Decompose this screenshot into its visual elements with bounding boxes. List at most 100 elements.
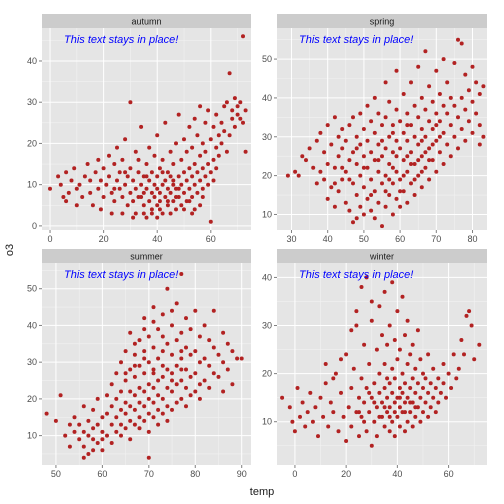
y-tick-label: 40 (27, 320, 37, 330)
data-point (445, 111, 450, 116)
data-point (376, 111, 381, 116)
data-point (146, 396, 151, 401)
data-point (100, 448, 105, 453)
data-point (390, 165, 395, 170)
data-point (398, 119, 403, 124)
data-point (298, 414, 302, 419)
data-point (405, 318, 410, 323)
data-point (477, 142, 482, 147)
data-point (200, 141, 205, 146)
data-point (456, 37, 460, 42)
data-point (470, 130, 475, 135)
data-point (128, 389, 133, 394)
data-point (64, 170, 69, 175)
data-point (354, 134, 359, 139)
data-point (174, 363, 179, 368)
data-point (109, 211, 114, 216)
data-point (434, 123, 439, 128)
data-point (109, 422, 114, 427)
data-point (456, 366, 461, 371)
data-point (80, 195, 85, 199)
data-point (430, 127, 435, 131)
data-point (376, 158, 381, 163)
data-point (369, 119, 374, 124)
data-point (230, 349, 235, 354)
data-point (123, 371, 128, 376)
data-point (441, 162, 446, 166)
data-point (101, 166, 106, 171)
data-point (58, 182, 63, 187)
data-point (347, 208, 352, 213)
data-point (146, 360, 151, 365)
panel-background (277, 263, 487, 465)
data-point (227, 133, 232, 138)
data-point (44, 411, 49, 416)
data-point (132, 407, 137, 412)
data-point (398, 177, 403, 182)
data-point (160, 312, 165, 317)
data-point (445, 142, 450, 147)
x-tick-label: 30 (286, 234, 296, 244)
data-point (216, 153, 221, 158)
x-tick-label: 20 (99, 234, 109, 244)
data-point (98, 207, 103, 212)
data-point (308, 390, 313, 395)
data-point (179, 378, 184, 383)
data-point (413, 366, 418, 371)
data-point (192, 116, 197, 121)
data-point (419, 185, 424, 190)
data-point (412, 177, 417, 182)
data-point (339, 357, 343, 362)
data-point (421, 371, 425, 376)
data-point (222, 104, 227, 109)
data-point (385, 410, 390, 415)
data-point (470, 64, 475, 69)
data-point (133, 186, 138, 191)
data-point (170, 308, 174, 313)
data-point (383, 146, 388, 151)
data-point (137, 338, 142, 343)
data-point (387, 429, 392, 434)
data-point (296, 173, 301, 178)
data-point (361, 165, 366, 170)
data-point (187, 124, 192, 129)
data-point (176, 112, 181, 117)
data-point (380, 400, 384, 405)
data-point (160, 374, 165, 379)
data-point (349, 328, 354, 333)
data-point (137, 385, 142, 390)
data-points (48, 34, 248, 224)
data-point (149, 207, 154, 212)
y-tick-label: 30 (27, 97, 37, 107)
data-point (144, 215, 149, 220)
data-point (168, 190, 173, 195)
data-point (96, 186, 101, 191)
data-point (147, 178, 152, 183)
data-point (322, 150, 327, 155)
data-point (361, 127, 366, 131)
data-point (314, 181, 319, 186)
data-point (190, 174, 195, 179)
data-point (401, 92, 406, 96)
data-point (179, 272, 184, 276)
data-point (372, 419, 377, 424)
data-point (202, 323, 207, 328)
data-point (452, 134, 457, 139)
data-point (397, 386, 402, 390)
data-point (410, 342, 415, 347)
data-point (174, 141, 178, 146)
data-point (165, 286, 170, 291)
data-point (114, 396, 119, 401)
data-point (451, 352, 456, 357)
data-point (333, 371, 338, 376)
data-point (155, 186, 160, 191)
data-point (77, 437, 82, 442)
data-point (354, 146, 359, 151)
data-point (394, 138, 399, 143)
data-point (311, 165, 316, 170)
data-point (171, 182, 176, 187)
data-point (280, 395, 285, 400)
data-point (128, 330, 133, 335)
data-point (144, 162, 149, 166)
data-point (160, 211, 165, 216)
